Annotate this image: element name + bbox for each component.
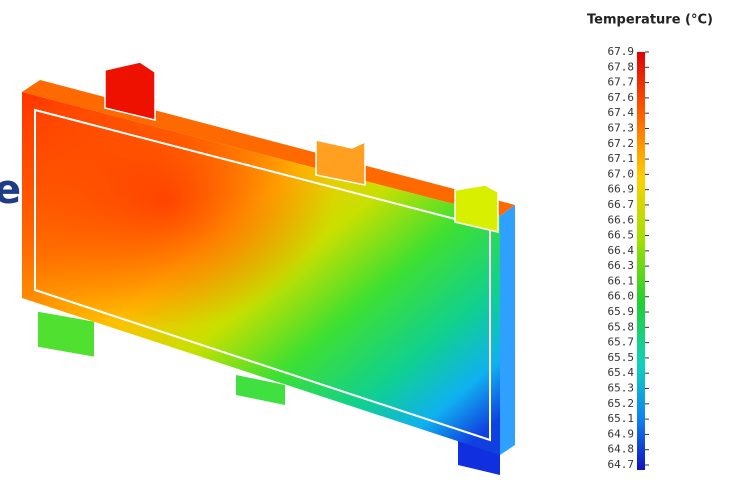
colorbar-label: 66.9 xyxy=(608,183,635,196)
colorbar-label: 67.7 xyxy=(608,76,635,89)
colorbar-label: 65.9 xyxy=(608,305,635,318)
colorbar-label: 66.6 xyxy=(608,213,635,226)
legend-title: Temperature (°C) xyxy=(587,13,713,28)
colorbar-label: 67.4 xyxy=(608,106,635,119)
colorbar-label: 65.4 xyxy=(608,366,635,379)
colorbar-label: 64.9 xyxy=(608,427,635,440)
colorbar-label: 67.9 xyxy=(608,45,635,58)
colorbar-label: 64.8 xyxy=(608,443,635,456)
plate-side xyxy=(500,205,515,455)
colorbar-label: 67.6 xyxy=(608,91,635,104)
colorbar-label: 65.3 xyxy=(608,382,635,395)
thermal-model xyxy=(22,62,515,475)
colorbar-label: 66.4 xyxy=(608,244,635,257)
screen: e Temperature (°C) 67.9 67.8 67.7 67.6 67.4 6… xyxy=(0,0,733,494)
colorbar-label: 65.8 xyxy=(608,320,635,333)
colorbar-label: 65.2 xyxy=(608,397,635,410)
cropped-text: e xyxy=(0,167,21,213)
colorbar-label: 64.7 xyxy=(608,458,635,471)
colorbar-label: 66.1 xyxy=(608,274,635,287)
colorbar-label: 66.3 xyxy=(608,259,635,272)
colorbar-label: 66.5 xyxy=(608,229,635,242)
colorbar-label: 67.0 xyxy=(608,167,635,180)
colorbar-label: 65.1 xyxy=(608,412,635,425)
colorbar-label: 67.1 xyxy=(608,152,635,165)
colorbar-label: 65.5 xyxy=(608,351,635,364)
colorbar-label: 67.3 xyxy=(608,121,635,134)
colorbar-label: 66.0 xyxy=(608,290,635,303)
colorbar-label: 66.7 xyxy=(608,198,635,211)
colorbar-label: 65.7 xyxy=(608,336,635,349)
colorbar-label: 67.8 xyxy=(608,60,635,73)
colorbar xyxy=(637,52,645,470)
colorbar-label: 67.2 xyxy=(608,137,635,150)
